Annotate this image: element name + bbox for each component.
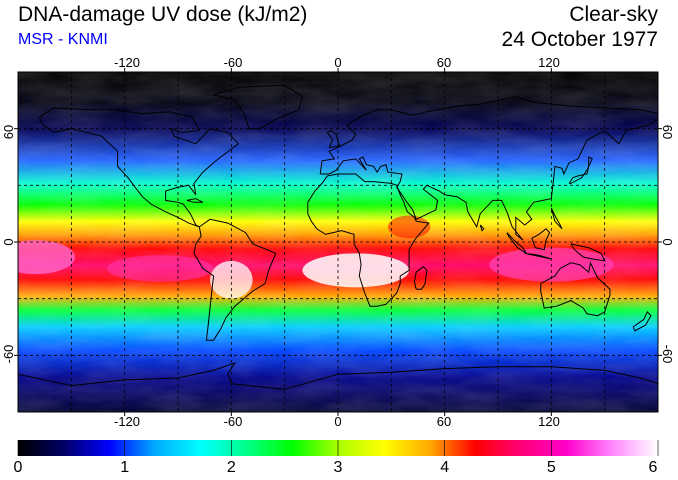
map-title: DNA-damage UV dose (kJ/m2): [18, 3, 308, 26]
colorbar-ticks: [17, 440, 659, 456]
uv-hotspot: [302, 253, 410, 288]
colorbar-label-1: 1: [120, 459, 130, 476]
lat-label-right-minus60: -60: [660, 345, 675, 364]
coastline: [479, 224, 485, 232]
lat-label-left-60: 60: [1, 125, 16, 139]
lon-label-bottom-5: 120: [538, 414, 560, 429]
date-label: 24 October 1977: [501, 28, 658, 51]
lon-label-bottom-3: 0: [334, 414, 341, 429]
lon-label-bottom-2: -60: [224, 414, 243, 429]
coastline: [326, 130, 341, 149]
lon-label-top-4: 60: [437, 55, 451, 70]
coastline: [413, 265, 428, 290]
lat-label-right-0: 0: [660, 238, 675, 245]
colorbar-label-2: 2: [226, 459, 236, 476]
lon-label-top-5: 120: [538, 55, 560, 70]
graticule: [18, 72, 658, 412]
coastline: [193, 218, 277, 341]
map-ticks: [14, 68, 662, 416]
colorbar-label-5: 5: [546, 459, 556, 476]
coastline: [531, 228, 551, 251]
uv-hotspots: [18, 215, 614, 299]
coastline: [568, 156, 593, 184]
colorbar-label-4: 4: [440, 459, 450, 476]
source-label: MSR - KNMI: [18, 31, 108, 48]
lat-label-left-minus60: -60: [1, 345, 16, 364]
coastline: [550, 207, 563, 230]
sky-condition-label: Clear-sky: [569, 3, 658, 26]
uv-hotspot: [210, 260, 253, 299]
lon-label-bottom-1: -120: [114, 414, 140, 429]
uv-hotspot: [18, 240, 75, 275]
lon-label-top-3: 0: [334, 55, 341, 70]
uv-hotspot: [387, 215, 431, 239]
uv-hotspot: [106, 255, 214, 282]
coastline: [186, 198, 204, 203]
lat-label-left-0: 0: [1, 238, 16, 245]
colorbar-label-0: 0: [13, 459, 23, 476]
lon-label-top-2: -60: [224, 55, 243, 70]
lat-label-right-60: 60: [660, 125, 675, 139]
colorbar-label-3: 3: [333, 459, 343, 476]
coastline: [540, 261, 611, 317]
coastline: [307, 173, 430, 307]
coastline: [632, 311, 652, 332]
lon-label-top-1: -120: [114, 55, 140, 70]
lon-label-bottom-4: 60: [437, 414, 451, 429]
coastline: [319, 96, 658, 241]
coastline: [570, 243, 606, 262]
colorbar-label-6: 6: [648, 459, 658, 476]
coastline: [18, 361, 658, 390]
